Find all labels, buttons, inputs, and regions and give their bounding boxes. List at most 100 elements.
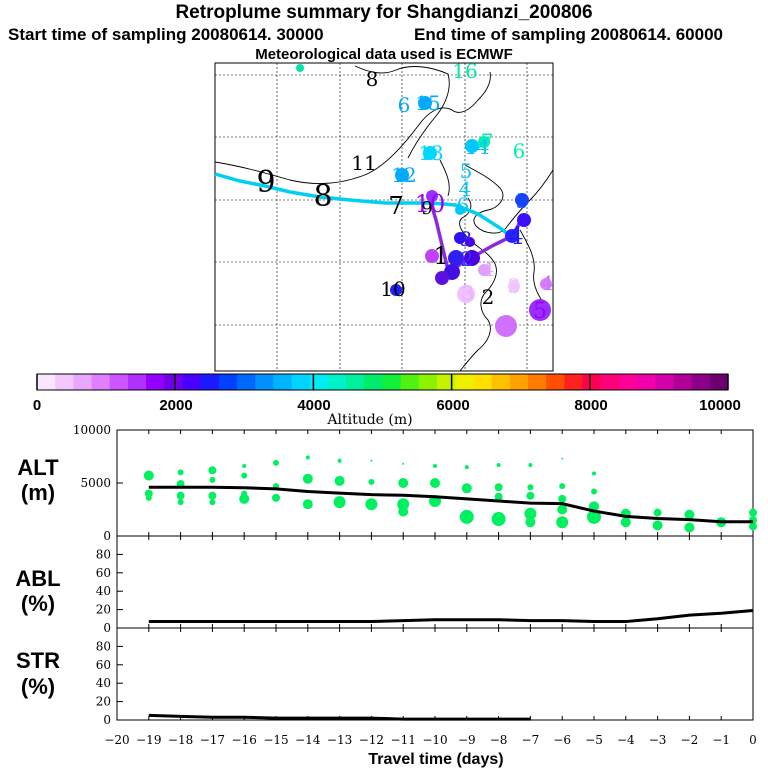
colorbar-swatch <box>218 374 238 390</box>
trajectory-map: 16 8 6 15 14 7 6 11 13 5 12 9 8 7 4 10 9… <box>214 59 554 372</box>
alt-scatter-point <box>176 491 185 500</box>
map-label: 6 <box>398 93 411 117</box>
alt-scatter-point <box>145 494 152 501</box>
alt-scatter-point <box>241 472 248 479</box>
map-label: 11 <box>351 151 376 175</box>
alt-series-line <box>148 485 753 524</box>
str-y-tick-label: 60 <box>96 658 111 672</box>
alt-scatter-point <box>398 506 409 517</box>
traj-dot <box>418 96 432 110</box>
alt-scatter-point <box>398 478 409 488</box>
trajectory-dots <box>296 64 552 337</box>
alt-scatter-point <box>208 466 217 475</box>
str-y-tick-label: 20 <box>96 695 111 709</box>
alt-scatter-point <box>653 508 662 517</box>
alt-scatter-point <box>370 459 373 462</box>
x-tick-label: −12 <box>359 733 384 747</box>
str-y-tick-label: 80 <box>96 639 111 653</box>
alt-scatter-point <box>402 462 405 465</box>
alt-y-tick-label: 5000 <box>80 476 111 490</box>
alt-scatter-point <box>526 491 535 500</box>
colorbar-swatch <box>437 374 456 390</box>
alt-scatter-point <box>556 516 569 529</box>
map-label: 4 <box>508 222 523 250</box>
map-label: 8 <box>366 67 379 91</box>
alt-scatter-point <box>177 499 184 506</box>
x-tick-label: −7 <box>522 733 540 747</box>
str-y-tick-label: 0 <box>103 713 111 727</box>
alt-scatter-point <box>302 473 313 484</box>
traj-dot <box>395 168 409 182</box>
alt-scatter-point <box>464 465 469 470</box>
abl-y-tick-label: 60 <box>96 566 111 580</box>
colorbar-swatch <box>237 374 256 390</box>
traj-dot <box>454 232 466 244</box>
x-tick-label: −17 <box>200 733 225 747</box>
alt-scatter-point <box>496 462 501 467</box>
traj-dot <box>426 190 438 202</box>
x-tick-label: −5 <box>585 733 603 747</box>
colorbar-swatch <box>582 374 602 390</box>
x-tick-label: −15 <box>263 733 288 747</box>
colorbar-tick-label: 6000 <box>436 397 469 414</box>
altitude-colorbar <box>36 373 729 391</box>
map-label: 8 <box>313 179 332 214</box>
colorbar-swatch <box>691 374 711 390</box>
abl-y-tick-label: 0 <box>103 621 111 635</box>
x-tick-label: −2 <box>681 733 699 747</box>
map-label: 3 <box>462 281 475 305</box>
colorbar-tick-label: 0 <box>33 397 41 414</box>
map-label: 4 <box>459 177 472 201</box>
colorbar-swatch <box>673 374 693 390</box>
map-label: 6 <box>457 193 470 217</box>
abl-y-tick-label: 80 <box>96 547 111 561</box>
colorbar-swatch <box>527 374 547 390</box>
alt-scatter-point <box>242 464 247 469</box>
map-label: 7 <box>388 192 403 220</box>
alt-panel-unit: (m) <box>21 480 55 505</box>
alt-scatter-point <box>334 475 345 486</box>
alt-y-tick-label: 0 <box>103 529 111 543</box>
alt-scatter-point <box>749 522 757 531</box>
traj-dot <box>435 271 449 285</box>
colorbar-swatch <box>382 374 402 390</box>
map-label: 1 <box>433 242 448 270</box>
traj-dot <box>517 213 531 227</box>
traj-dot <box>540 278 552 290</box>
alt-scatter-point <box>524 507 537 520</box>
traj-dot <box>495 315 517 337</box>
alt-scatter-point <box>557 504 568 515</box>
abl-panel-title: ABL <box>15 566 60 591</box>
traj-dot <box>529 299 551 321</box>
colorbar-swatch <box>91 374 111 390</box>
alt-scatter-point <box>459 509 474 524</box>
x-tick-label: −14 <box>295 733 321 747</box>
alt-scatter-point <box>397 498 410 511</box>
alt-scatter-point <box>491 512 506 527</box>
map-label: 5 <box>460 159 473 183</box>
trajectory-cyan <box>214 172 515 240</box>
x-tick-label: −6 <box>553 733 571 747</box>
colorbar-swatch <box>709 374 729 390</box>
alt-scatter-point <box>305 455 310 460</box>
colorbar-swatch <box>618 374 638 390</box>
alt-scatter-point <box>461 483 472 494</box>
x-tick-label: −9 <box>458 733 476 747</box>
abl-y-tick-label: 20 <box>96 603 111 617</box>
alt-scatter-point <box>365 498 378 511</box>
colorbar-swatch <box>564 374 584 390</box>
alt-scatter-point <box>239 493 250 504</box>
colorbar-swatch <box>273 374 293 390</box>
x-tick-label: −11 <box>391 733 416 747</box>
map-label: 14 <box>464 135 489 159</box>
colorbar-tick-label: 4000 <box>297 397 330 414</box>
colorbar-swatch <box>55 374 74 390</box>
end-time-label: End time of sampling 20080614. 60000 <box>414 25 723 44</box>
map-label: 5 <box>516 189 529 213</box>
colorbar-swatch <box>418 374 438 390</box>
abl-panel-unit: (%) <box>21 591 55 616</box>
traj-dot <box>457 285 475 303</box>
map-label: 9 <box>256 165 275 200</box>
